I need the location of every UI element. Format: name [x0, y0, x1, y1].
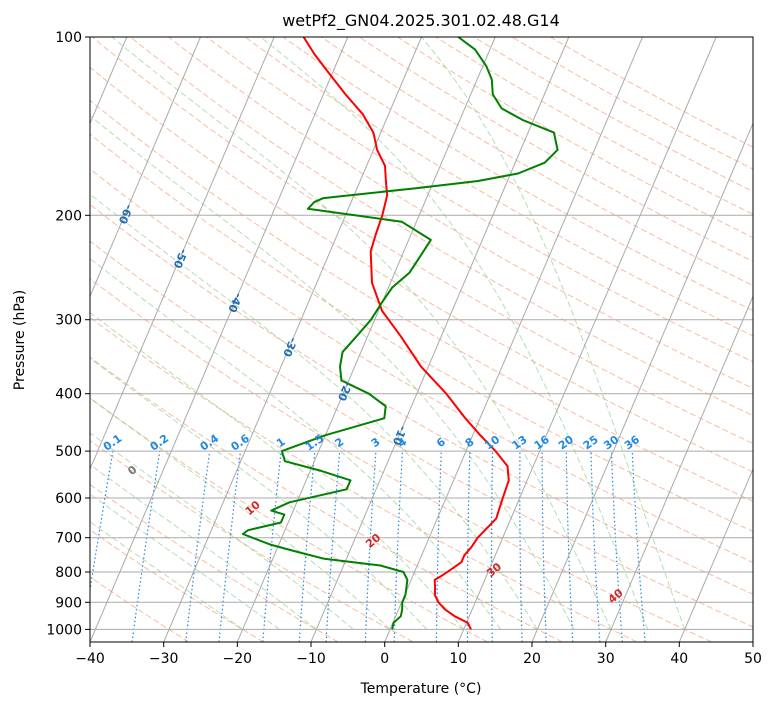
- moist-adiabat-27: [90, 521, 243, 630]
- isotherm-55: [384, 37, 643, 642]
- temperature-line: [302, 37, 510, 630]
- mixing-ratio-line-0: [90, 450, 114, 594]
- pressure-gridlines: [90, 36, 753, 630]
- dewpoint-line: [241, 37, 559, 630]
- x-tick-label-7: 30: [597, 651, 615, 667]
- y-tick-label-6: 700: [55, 531, 82, 547]
- dry-adiabat-8: [90, 240, 753, 628]
- x-axis-label: Temperature (°C): [360, 681, 482, 697]
- isotherm-57: [531, 122, 753, 642]
- moist-adiabat-39: [421, 37, 686, 630]
- isotherm-51: [90, 37, 349, 642]
- x-tick-label-1: −30: [149, 651, 179, 667]
- dry-adiabat-19: [282, 37, 753, 312]
- isotherm-50: [90, 37, 275, 471]
- isotherm-52: [163, 37, 422, 642]
- skewed-isotherms: [90, 37, 753, 642]
- x-tick-label-2: −20: [223, 651, 253, 667]
- dry-adiabat-11: [90, 133, 753, 533]
- x-tick-label-6: 20: [523, 651, 541, 667]
- y-tick-label-0: 100: [55, 30, 82, 46]
- y-tick-label-1: 200: [55, 208, 82, 224]
- dry-adiabat-7: [90, 278, 712, 642]
- dry-adiabat-16: [168, 37, 753, 389]
- mixing-ratio-line-3: [218, 451, 242, 642]
- y-tick-label-8: 900: [55, 595, 82, 611]
- isotherm-56: [457, 37, 717, 642]
- isotherm-54: [310, 37, 570, 642]
- dry-adiabat-3: [90, 440, 414, 642]
- y-axis: 100 200 300 400 500 600 700 800 900 1000: [46, 30, 90, 638]
- y-tick-label-3: 400: [55, 387, 82, 403]
- moist-adiabat-29: [90, 464, 317, 630]
- moist-adiabat-37: [111, 37, 612, 630]
- plot-frame: [89, 36, 754, 643]
- dry-adiabat-2: [90, 483, 339, 642]
- dry-adiabat-13: [90, 66, 753, 473]
- x-tick-label-3: −10: [296, 651, 326, 667]
- dry-adiabat-15: [130, 37, 753, 417]
- plot-area: [90, 37, 753, 642]
- y-tick-label-5: 600: [55, 491, 82, 507]
- x-axis: −40 −30 −20 −10 0 10 20 30 40 50: [75, 642, 762, 667]
- moist-adiabat-36: [90, 115, 575, 630]
- chart-title: wetPf2_GN04.2025.301.02.48.G14: [282, 11, 560, 31]
- y-tick-label-9: 1000: [46, 622, 82, 638]
- dry-adiabat-23: [435, 37, 753, 215]
- moist-adiabat-34: [90, 258, 501, 630]
- dry-adiabat-24: [473, 37, 753, 193]
- dry-adiabat-26: [549, 37, 753, 148]
- y-tick-label-2: 300: [55, 313, 82, 329]
- y-axis-label: Pressure (hPa): [12, 290, 28, 390]
- sounding-profiles: [241, 37, 559, 630]
- isotherm-60: [752, 640, 753, 642]
- moist-adiabat-35: [90, 193, 538, 630]
- isotherm-59: [678, 467, 753, 642]
- isotherm-49: [90, 37, 201, 298]
- dry-adiabat-17: [206, 37, 753, 363]
- moist-adiabat-33: [90, 311, 465, 630]
- mixing-ratio-line-17: [631, 451, 646, 642]
- x-tick-label-9: 50: [744, 651, 762, 667]
- mixing-ratio-line-5: [298, 451, 316, 642]
- y-tick-label-4: 500: [55, 444, 82, 460]
- y-tick-label-7: 800: [55, 565, 82, 581]
- x-tick-label-4: 0: [380, 651, 389, 667]
- mixing-ratio-line-2: [185, 451, 211, 642]
- dry-adiabat-14: [91, 37, 753, 445]
- dry-adiabat-6: [90, 316, 638, 642]
- x-tick-label-0: −40: [75, 651, 105, 667]
- moist-adiabat-31: [90, 397, 391, 630]
- x-tick-label-5: 10: [449, 651, 467, 667]
- moist-adiabat-32: [90, 357, 428, 630]
- isotherm-53: [236, 37, 496, 642]
- isotherm-58: [605, 295, 753, 642]
- dry-adiabat-20: [320, 37, 753, 287]
- mixing-ratio-line-4: [262, 451, 282, 642]
- x-tick-label-8: 40: [670, 651, 688, 667]
